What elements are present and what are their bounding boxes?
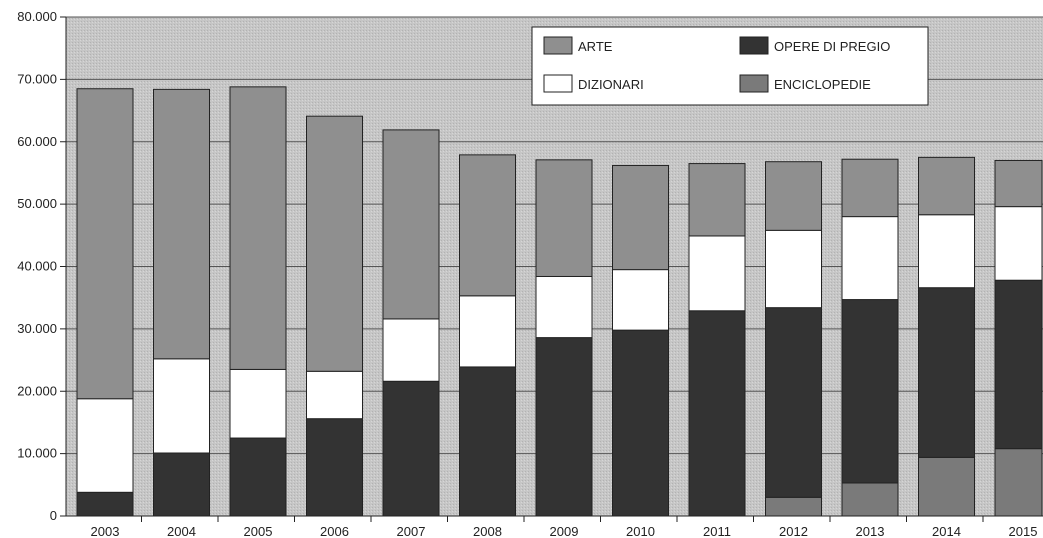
x-tick-label: 2014 [932,524,961,538]
bar-segment-arte-2007 [382,129,440,320]
bar-segment-dizionari-2014 [918,214,975,289]
x-tick-label: 2006 [320,524,349,538]
y-tick-label: 70.000 [17,71,57,86]
bar-segment-enciclopedie-2015 [994,448,1043,517]
x-tick-label: 2012 [779,524,808,538]
bar-segment-opere-di-pregio-2005 [229,437,287,517]
x-tick-label: 2010 [626,524,655,538]
bar-segment-opere-di-pregio-2015 [994,279,1043,450]
bars [76,86,1043,517]
bar-segment-arte-2015 [994,159,1043,208]
y-tick-label: 40.000 [17,259,57,274]
y-tick-label: 50.000 [17,196,57,211]
bar-segment-dizionari-2012 [765,229,822,309]
bar-segment-arte-2009 [535,159,593,277]
bar-segment-enciclopedie-2012 [765,496,822,517]
bar-segment-arte-2004 [153,88,210,360]
bar-segment-arte-2013 [841,158,899,218]
bar-segment-arte-2011 [688,163,746,237]
bar-segment-dizionari-2006 [306,370,363,420]
legend-label-opere-di-pregio: OPERE DI PREGIO [774,39,890,54]
legend-box [531,26,929,106]
bar-segment-dizionari-2010 [612,269,669,331]
bar-segment-dizionari-2011 [688,235,746,312]
legend-swatch-dizionari [543,74,573,93]
legend-label-dizionari: DIZIONARI [578,77,644,92]
legend-swatch-arte [543,36,573,55]
legend-label-enciclopedie: ENCICLOPEDIE [774,77,871,92]
bar-segment-arte-2005 [229,86,287,370]
y-tick-label: 30.000 [17,321,57,336]
bar-segment-opere-di-pregio-2011 [688,310,746,517]
bar-segment-arte-2008 [459,154,516,297]
bar-segment-dizionari-2003 [76,398,134,493]
bar-segment-opere-di-pregio-2014 [918,287,975,458]
bar-segment-arte-2014 [918,156,975,216]
bar-segment-dizionari-2005 [229,368,287,439]
bar-segment-dizionari-2015 [994,206,1043,281]
legend: ARTE OPERE DI PREGIO DIZIONARI ENCICLOPEDIE [531,26,929,106]
x-tick-label: 2005 [244,524,273,538]
x-tick-label: 2009 [550,524,579,538]
bar-segment-dizionari-2008 [459,295,516,368]
bar-segment-opere-di-pregio-2008 [459,366,516,517]
y-tick-label: 60.000 [17,134,57,149]
bar-segment-arte-2012 [765,161,822,231]
y-tick-label: 10.000 [17,446,57,461]
legend-swatch-enciclopedie [739,74,769,93]
bar-segment-arte-2010 [612,164,669,271]
bar-segment-opere-di-pregio-2004 [153,452,210,517]
bar-segment-opere-di-pregio-2013 [841,299,899,484]
bar-segment-arte-2003 [76,88,134,400]
y-tick-label: 0 [50,508,57,523]
bar-segment-opere-di-pregio-2012 [765,307,822,498]
y-tick-label: 80.000 [17,9,57,24]
legend-swatch-opere-di-pregio [739,36,769,55]
bar-segment-opere-di-pregio-2006 [306,418,363,517]
x-tick-label: 2015 [1009,524,1038,538]
bar-segment-enciclopedie-2013 [841,482,899,517]
x-tick-label: 2007 [397,524,426,538]
y-tick-label: 20.000 [17,383,57,398]
bar-segment-opere-di-pregio-2009 [535,337,593,517]
x-tick-label: 2003 [91,524,120,538]
x-tick-label: 2004 [167,524,196,538]
bar-segment-arte-2006 [306,115,363,372]
bar-segment-opere-di-pregio-2003 [76,491,134,517]
bar-segment-dizionari-2013 [841,216,899,301]
x-tick-label: 2013 [856,524,885,538]
bar-segment-dizionari-2009 [535,275,593,339]
bar-segment-opere-di-pregio-2010 [612,329,669,517]
bar-segment-dizionari-2007 [382,318,440,382]
x-tick-label: 2011 [703,524,731,538]
x-tick-label: 2008 [473,524,502,538]
bar-segment-opere-di-pregio-2007 [382,380,440,517]
axes: 0 10.000 20.000 30.000 40.000 50.000 60.000 70.… [17,9,1043,538]
legend-label-arte: ARTE [578,39,613,54]
bar-segment-dizionari-2004 [153,358,210,454]
bar-segment-enciclopedie-2014 [918,456,975,517]
